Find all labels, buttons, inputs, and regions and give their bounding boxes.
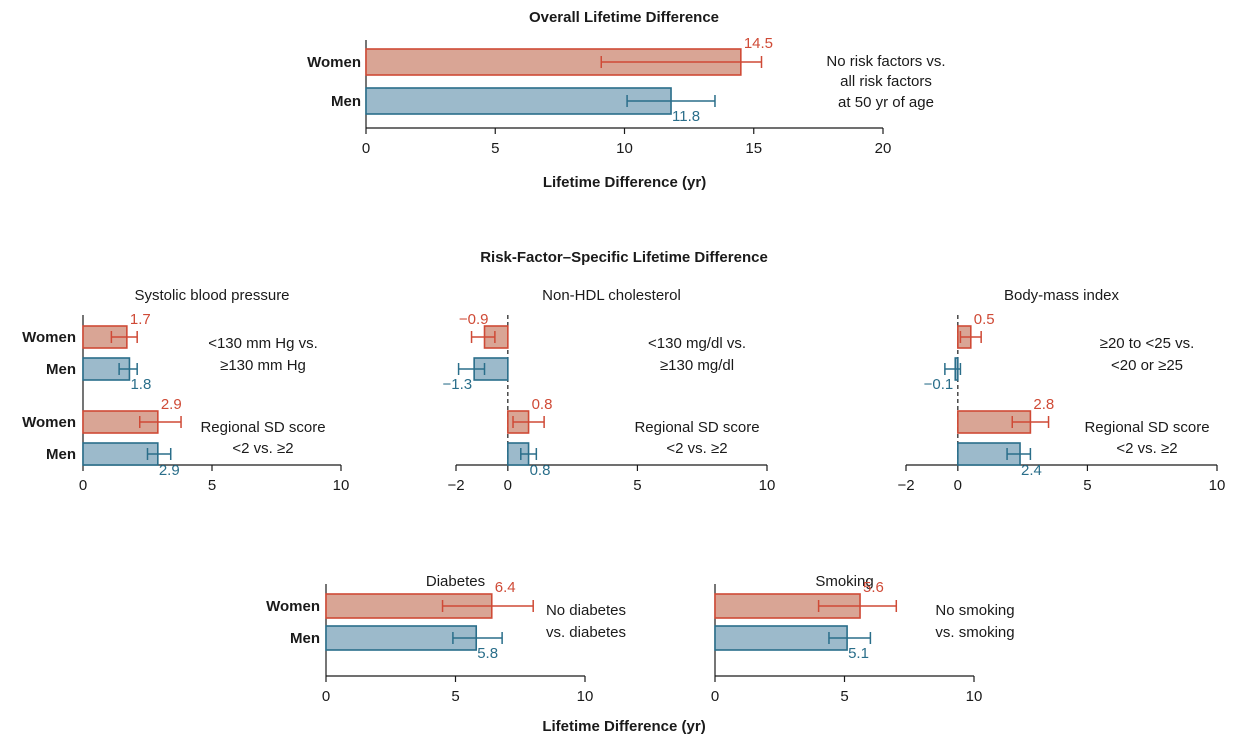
data-label-women: 2.8 [1033, 396, 1054, 413]
x-tick-label: 5 [208, 477, 216, 494]
x-tick-label: 5 [1083, 477, 1091, 494]
data-label-men: −0.1 [924, 376, 954, 393]
data-label-men: 0.8 [530, 462, 551, 479]
comparison-note: <130 mg/dl vs. [648, 335, 746, 352]
data-label-women: 0.5 [974, 311, 995, 328]
x-tick-label: 10 [966, 688, 983, 705]
x-tick-label: 5 [633, 477, 641, 494]
panel-title: Smoking [815, 573, 873, 590]
comparison-note: No diabetes [546, 602, 626, 619]
x-tick-label: 5 [840, 688, 848, 705]
bar-men [325, 625, 478, 651]
data-label-men: 11.8 [672, 108, 700, 125]
specific-title: Risk-Factor–Specific Lifetime Difference [480, 249, 768, 266]
panel-title: Systolic blood pressure [134, 287, 289, 304]
bar-men [365, 87, 672, 115]
data-label-women: 0.8 [532, 396, 553, 413]
x-tick-label: −2 [447, 477, 464, 494]
row-label-men: Men [46, 361, 76, 378]
comparison-note: Regional SD score [634, 419, 759, 436]
comparison-note: vs. diabetes [546, 624, 626, 641]
data-label-women: 1.7 [130, 311, 151, 328]
x-tick-label: 0 [79, 477, 87, 494]
x-tick-label: 5 [491, 140, 499, 157]
panel-title: Body-mass index [1004, 287, 1120, 304]
comparison-note: <130 mm Hg vs. [208, 335, 318, 352]
x-tick-label: 0 [711, 688, 719, 705]
chart-bmi: Body-mass index −2 0 5 10 0.5 −0.1 ≥20 to <25 v… [897, 287, 1225, 494]
bar-men [82, 442, 159, 466]
chart-diabetes: Diabetes 0 5 10 6.4 Women 5.8 Men No diabetes vs.… [266, 573, 626, 705]
x-axis-label: Lifetime Difference (yr) [543, 174, 706, 191]
x-tick-label: 5 [451, 688, 459, 705]
comparison-note: <2 vs. ≥2 [1116, 440, 1177, 457]
data-label-women: 2.9 [161, 396, 182, 413]
row-label-women: Women [266, 598, 320, 615]
comparison-note: all risk factors [840, 73, 932, 90]
comparison-note: at 50 yr of age [838, 94, 934, 111]
chart-sbp: Systolic blood pressure 0 5 10 1.7 Women 1.8 Me… [22, 287, 349, 494]
chart-panels: 0 5 10 15 20 Lifetime Difference (yr) 14.5 Wome… [22, 35, 1225, 705]
comparison-note: ≥20 to <25 vs. [1100, 335, 1195, 352]
x-tick-label: 0 [954, 477, 962, 494]
data-label-men: 1.8 [130, 376, 151, 393]
panel-title: Non-HDL cholesterol [542, 287, 681, 304]
row-label-men: Men [331, 93, 361, 110]
row-label-women: Women [22, 329, 76, 346]
comparison-note: No smoking [935, 602, 1014, 619]
comparison-note: ≥130 mm Hg [220, 357, 306, 374]
data-label-women: 14.5 [744, 35, 773, 52]
chart-chol: Non-HDL cholesterol −2 0 5 10 −0.9 −1.3 <130 mg… [443, 287, 776, 494]
x-tick-label: 10 [333, 477, 350, 494]
row-label-women: Women [307, 54, 361, 71]
chart-overall: 0 5 10 15 20 Lifetime Difference (yr) 14.5 Wome… [307, 35, 946, 191]
row-label-men: Men [46, 446, 76, 463]
comparison-note: vs. smoking [935, 624, 1014, 641]
comparison-note: ≥130 mg/dl [660, 357, 734, 374]
x-tick-label: 0 [362, 140, 370, 157]
x-tick-label: 10 [1209, 477, 1226, 494]
panel-title: Diabetes [426, 573, 485, 590]
data-label-men: 5.1 [848, 645, 869, 662]
x-tick-label: 20 [875, 140, 892, 157]
x-tick-label: 10 [577, 688, 594, 705]
comparison-note: No risk factors vs. [826, 53, 945, 70]
bar-men [714, 625, 848, 651]
data-label-women: 5.6 [863, 579, 884, 596]
comparison-note: <2 vs. ≥2 [232, 440, 293, 457]
x-tick-label: 0 [504, 477, 512, 494]
overall-title: Overall Lifetime Difference [529, 9, 719, 26]
data-label-women: −0.9 [459, 311, 489, 328]
data-label-men: 2.9 [159, 462, 180, 479]
x-tick-label: 15 [745, 140, 762, 157]
row-label-men: Men [290, 630, 320, 647]
data-label-men: 5.8 [477, 645, 498, 662]
x-tick-label: 10 [616, 140, 633, 157]
x-tick-label: 0 [322, 688, 330, 705]
x-tick-label: 10 [759, 477, 776, 494]
comparison-note: <2 vs. ≥2 [666, 440, 727, 457]
data-label-women: 6.4 [495, 579, 516, 596]
comparison-note: Regional SD score [200, 419, 325, 436]
chart-smoking: Smoking 0 5 10 5.6 5.1 No smoking vs. smoking [711, 573, 1015, 705]
row-label-women: Women [22, 414, 76, 431]
data-label-men: −1.3 [443, 376, 473, 393]
bottom-x-axis-label: Lifetime Difference (yr) [542, 718, 705, 735]
comparison-note: <20 or ≥25 [1111, 357, 1183, 374]
x-tick-label: −2 [897, 477, 914, 494]
comparison-note: Regional SD score [1084, 419, 1209, 436]
data-label-men: 2.4 [1021, 462, 1042, 479]
